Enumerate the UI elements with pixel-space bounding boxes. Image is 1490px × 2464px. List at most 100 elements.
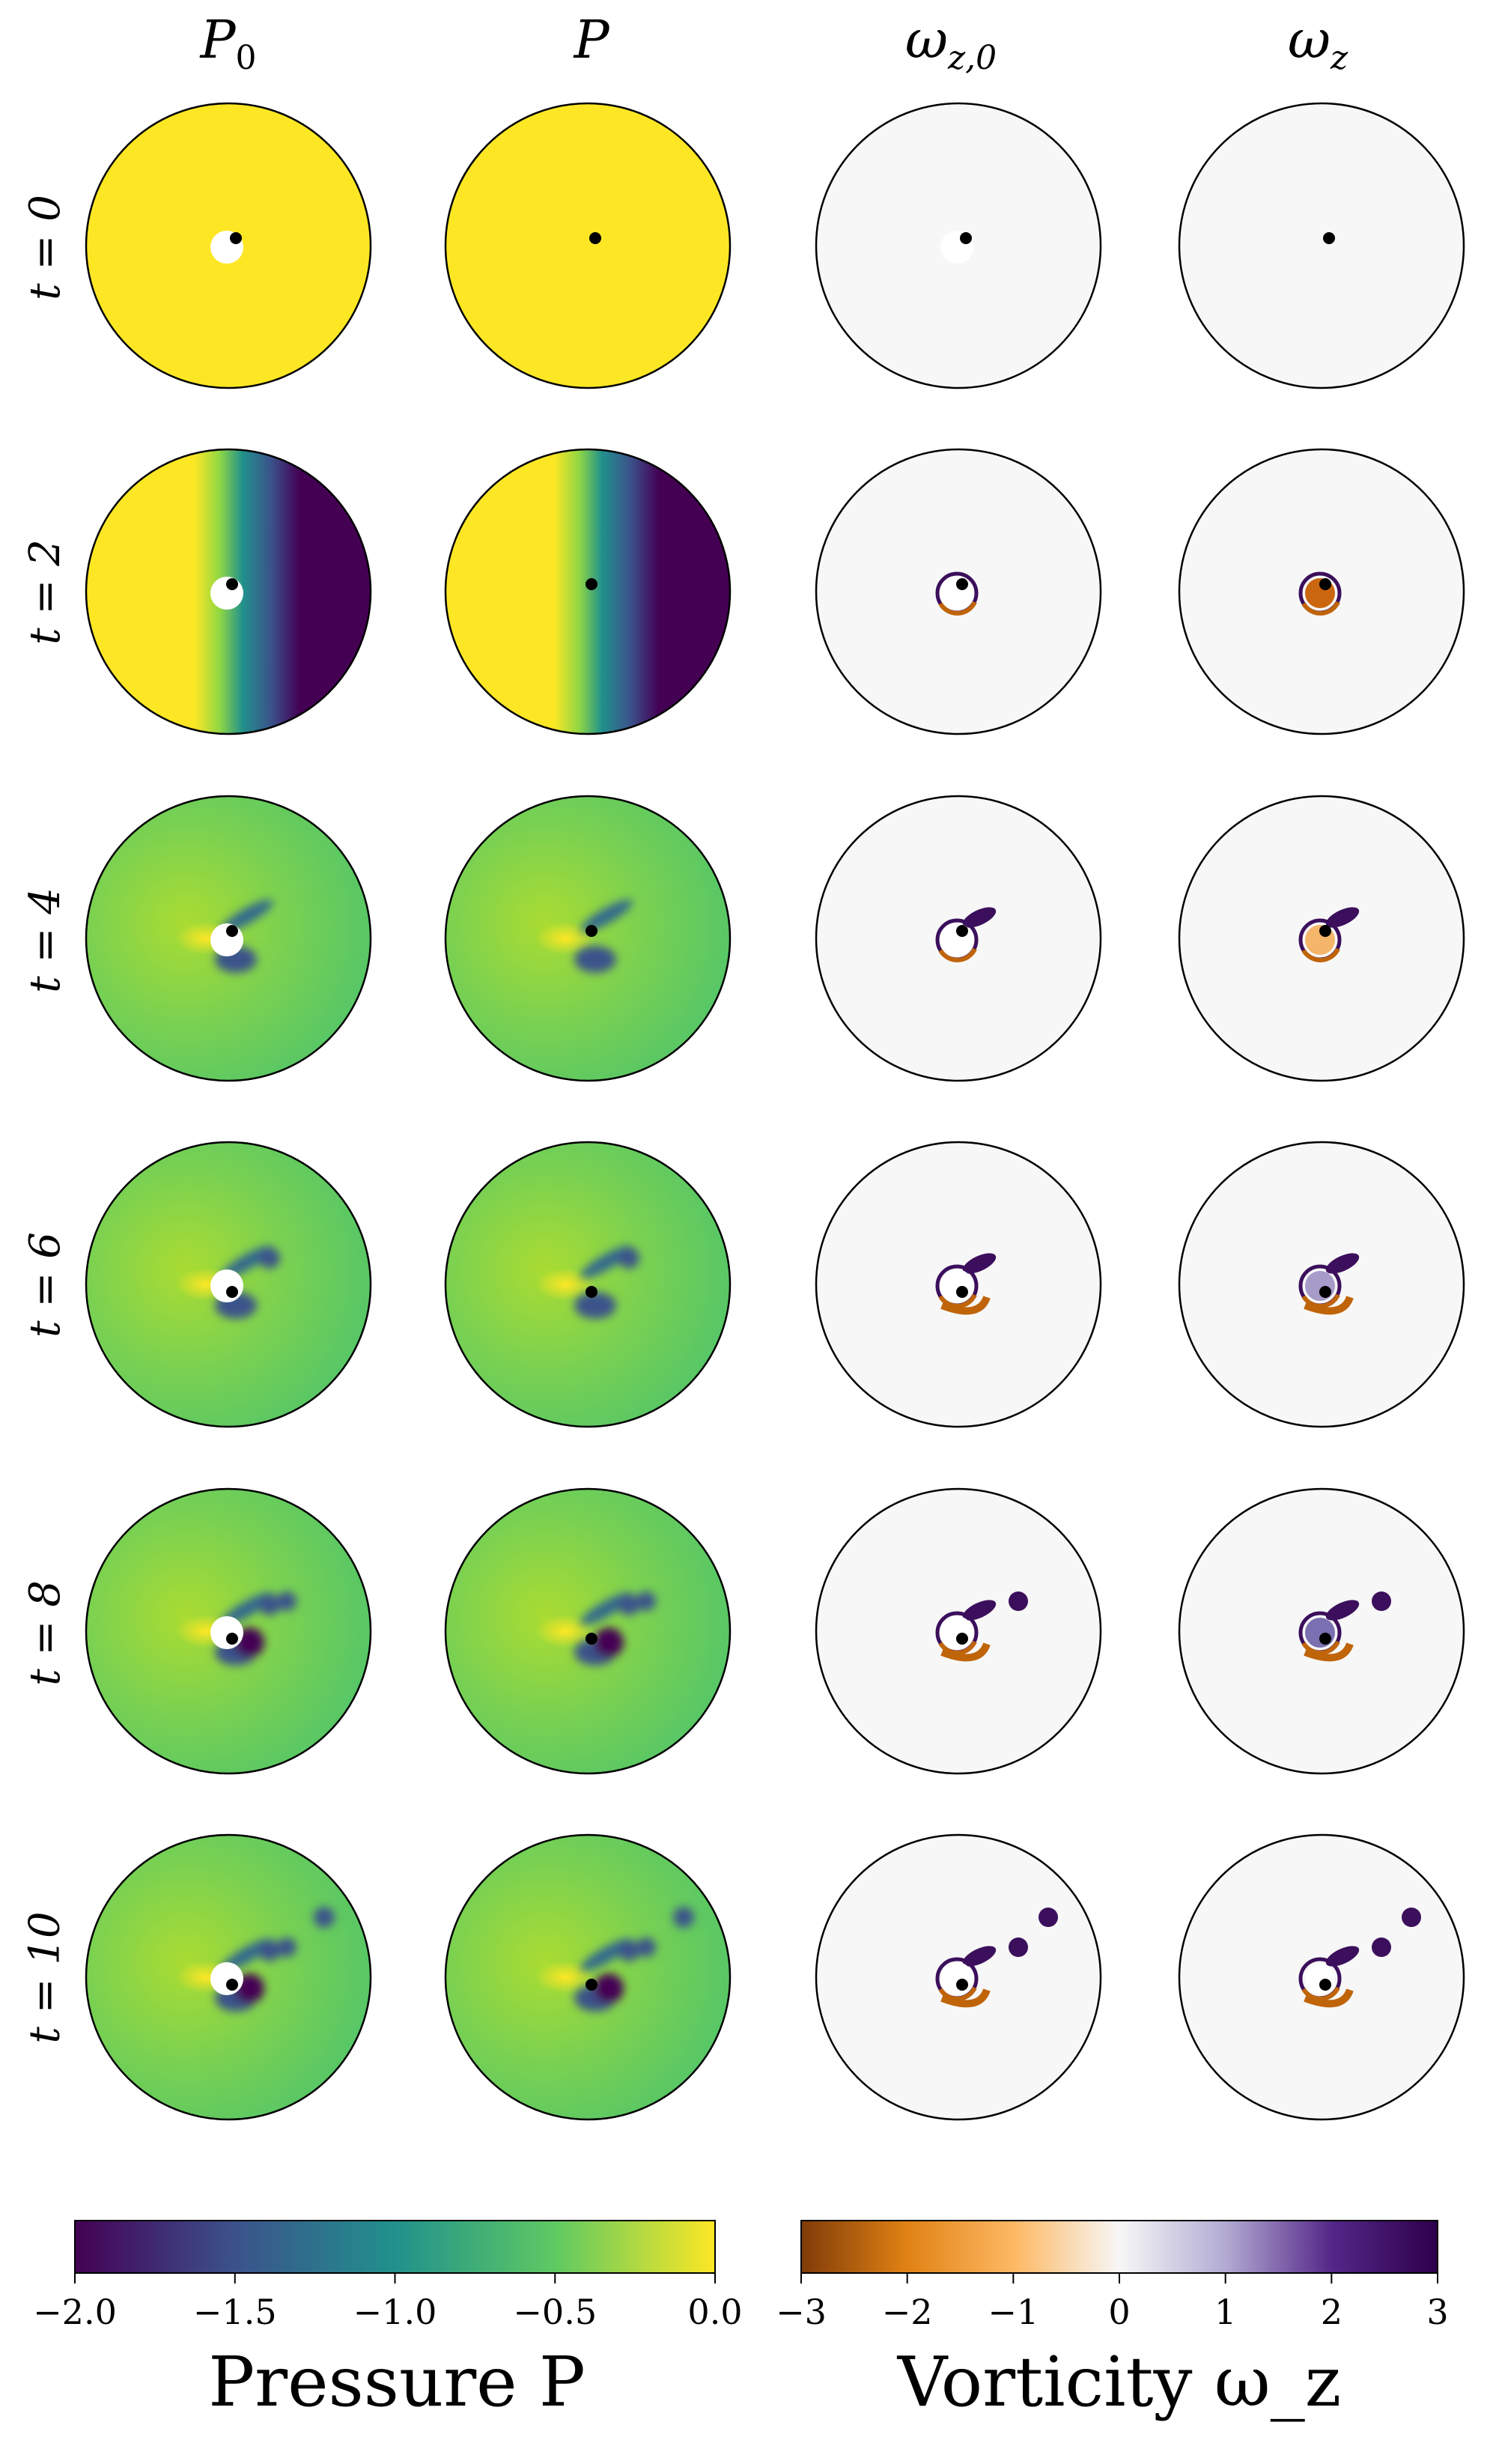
black-hole-marker bbox=[1319, 1286, 1331, 1298]
pressure-colorbar: −2.0 −1.5 −1.0 −0.5 0.0 bbox=[33, 2220, 743, 2332]
panel-boundary bbox=[815, 1487, 1102, 1775]
pressure-colorbar-title: Pressure P bbox=[208, 2342, 586, 2422]
column-title-p: P bbox=[574, 9, 609, 70]
low-pressure-vortices bbox=[574, 899, 633, 973]
panel-omega-z0-t4 bbox=[815, 795, 1102, 1082]
panel-p-t2 bbox=[444, 448, 732, 735]
vortex-features bbox=[935, 907, 997, 962]
black-hole-marker bbox=[956, 1286, 968, 1298]
pressure-tick-label: 0.0 bbox=[687, 2292, 742, 2332]
high-pressure-spot bbox=[535, 1615, 595, 1648]
pressure-tick-label: −1.5 bbox=[193, 2292, 277, 2332]
pressure-colorbar-gradient bbox=[74, 2220, 716, 2274]
vorticity-colorbar-gradient bbox=[800, 2220, 1438, 2274]
excision-region bbox=[210, 1962, 243, 1995]
panel-boundary bbox=[815, 448, 1102, 735]
panel-omega-z0-t0 bbox=[815, 102, 1102, 389]
vortex-features bbox=[1298, 1591, 1391, 1662]
black-hole-marker bbox=[956, 578, 968, 590]
vortex-features bbox=[935, 1591, 1028, 1662]
panel-grid bbox=[85, 102, 1465, 2121]
black-hole-marker bbox=[226, 1633, 238, 1645]
panel-boundary bbox=[85, 102, 372, 389]
panel-p0-t6 bbox=[85, 1141, 372, 1428]
panel-boundary bbox=[1178, 448, 1465, 735]
panel-boundary bbox=[444, 1833, 732, 2121]
row-label-t6: t = 6 bbox=[20, 1231, 70, 1338]
panel-omega-z-t0 bbox=[1178, 102, 1465, 389]
panel-p0-t0 bbox=[85, 102, 372, 389]
panel-omega-z0-t6 bbox=[815, 1141, 1102, 1428]
excision-region bbox=[210, 1269, 243, 1302]
vorticity-tick-label: 2 bbox=[1321, 2292, 1342, 2332]
panel-boundary bbox=[1178, 1833, 1465, 2121]
low-pressure-vortices bbox=[574, 1245, 639, 1319]
black-hole-marker bbox=[586, 1633, 597, 1645]
excision-region bbox=[940, 1616, 973, 1649]
black-hole-marker bbox=[586, 1979, 597, 1991]
black-hole-marker bbox=[1319, 1633, 1331, 1645]
row-label-t8: t = 8 bbox=[20, 1580, 70, 1686]
panel-p0-t2 bbox=[85, 448, 372, 735]
inner-body bbox=[1305, 1964, 1335, 1994]
black-hole-marker bbox=[1319, 925, 1331, 937]
low-pressure-vortices bbox=[574, 1907, 694, 2012]
row-label-t2: t = 2 bbox=[20, 538, 70, 645]
vorticity-tick-label: −3 bbox=[776, 2292, 827, 2332]
black-hole-marker bbox=[1319, 1979, 1331, 1991]
panel-omega-z0-t10 bbox=[815, 1833, 1102, 2121]
panel-p0-t8 bbox=[85, 1487, 372, 1775]
black-hole-marker bbox=[226, 578, 238, 590]
column-title-omega-z: ωz bbox=[1287, 9, 1348, 77]
pressure-tick-label: −1.0 bbox=[353, 2292, 437, 2332]
column-title-p0: P0 bbox=[200, 9, 257, 77]
pressure-field bbox=[446, 103, 730, 388]
panel-boundary bbox=[815, 1833, 1102, 2121]
vorticity-tick-label: 0 bbox=[1108, 2292, 1130, 2332]
excision-region bbox=[210, 1616, 243, 1649]
panel-omega-z-t6 bbox=[1178, 1141, 1465, 1428]
panel-boundary bbox=[444, 1487, 732, 1775]
panel-boundary bbox=[1178, 1141, 1465, 1428]
row-label-t10: t = 10 bbox=[20, 1911, 70, 2044]
panel-p-t10 bbox=[444, 1833, 732, 2121]
vorticity-tick-label: 1 bbox=[1214, 2292, 1236, 2332]
panel-boundary bbox=[1178, 1487, 1465, 1775]
low-pressure-vortices bbox=[215, 1245, 280, 1319]
black-hole-marker bbox=[956, 1979, 968, 1991]
panel-p-t8 bbox=[444, 1487, 732, 1775]
panel-boundary bbox=[85, 1487, 372, 1775]
vorticity-tick-label: 3 bbox=[1426, 2292, 1448, 2332]
vortex-features bbox=[935, 1908, 1058, 2008]
black-hole-marker bbox=[230, 232, 242, 244]
panel-boundary bbox=[444, 448, 732, 735]
black-hole-marker bbox=[586, 1286, 597, 1298]
row-label-t4: t = 4 bbox=[20, 887, 70, 993]
column-title-omega-z0: ωz,0 bbox=[904, 9, 997, 77]
black-hole-marker bbox=[586, 925, 597, 937]
vorticity-tick-label: −2 bbox=[882, 2292, 933, 2332]
panel-boundary bbox=[1178, 795, 1465, 1082]
inner-body bbox=[1305, 1271, 1335, 1301]
black-hole-marker bbox=[226, 1286, 238, 1298]
high-pressure-spot bbox=[535, 1268, 595, 1301]
black-hole-marker bbox=[956, 925, 968, 937]
excision-region bbox=[940, 1269, 973, 1302]
black-hole-marker bbox=[1319, 578, 1331, 590]
pressure-front bbox=[446, 449, 730, 734]
black-hole-marker bbox=[226, 1979, 238, 1991]
black-hole-marker bbox=[226, 925, 238, 937]
vortex-features bbox=[1298, 1908, 1421, 2008]
row-label-t0: t = 0 bbox=[20, 194, 70, 300]
vorticity-tick-label: −1 bbox=[988, 2292, 1039, 2332]
black-hole-marker bbox=[956, 1633, 968, 1645]
panel-omega-z-t8 bbox=[1178, 1487, 1465, 1775]
colorbar-area: −2.0 −1.5 −1.0 −0.5 0.0 −3 −2 −1 0 1 2 3 bbox=[33, 2220, 1449, 2332]
vortex-features bbox=[1298, 1253, 1360, 1315]
vorticity-field bbox=[1179, 103, 1464, 388]
panel-boundary bbox=[815, 795, 1102, 1082]
high-pressure-spot bbox=[535, 1961, 595, 1994]
vortex-features bbox=[1298, 571, 1342, 616]
panel-boundary bbox=[444, 795, 732, 1082]
